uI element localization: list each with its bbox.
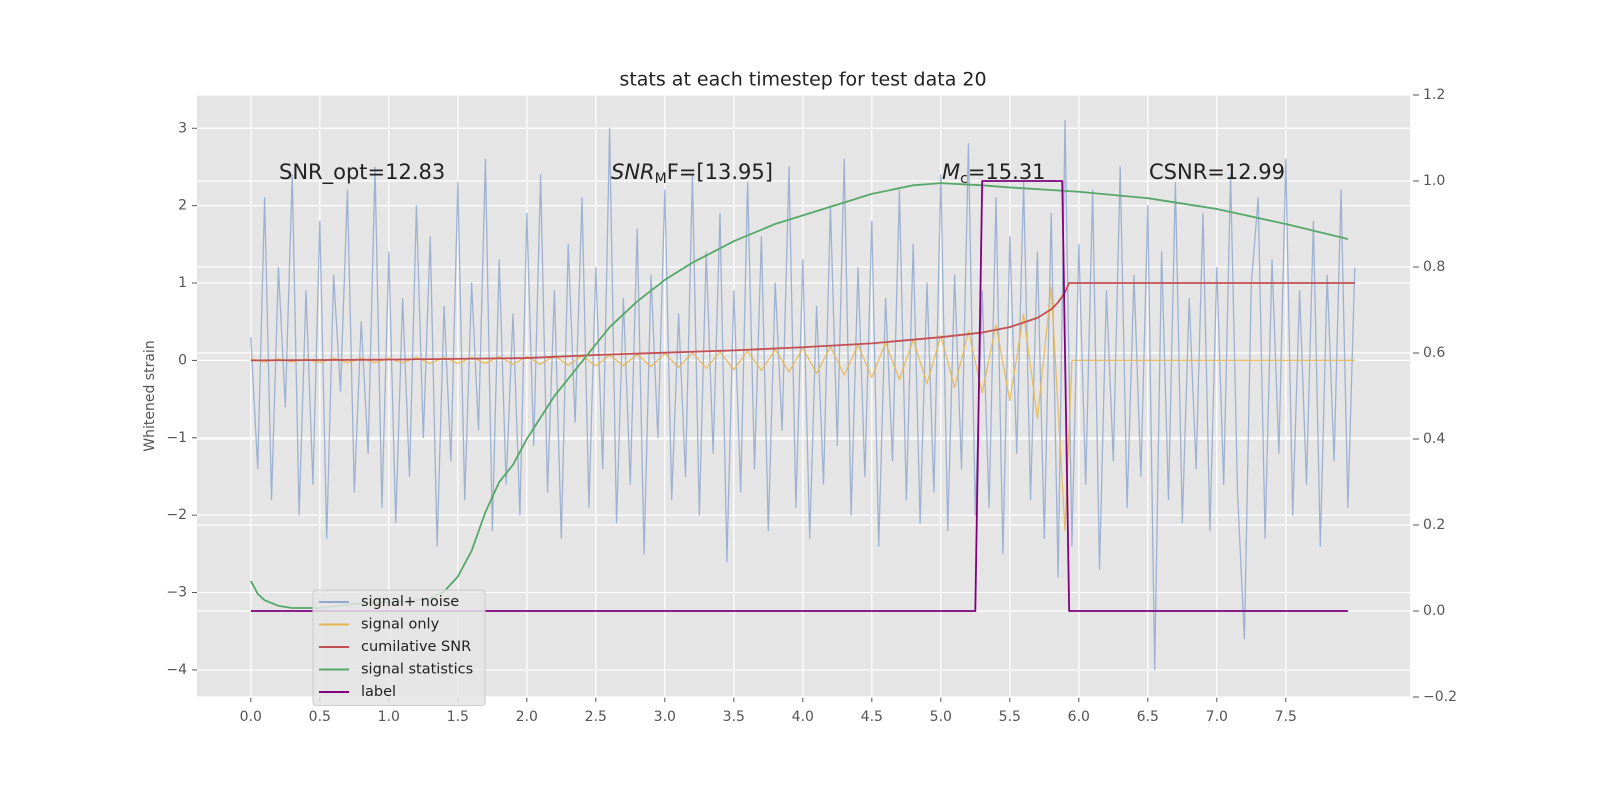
- x-tick-label: 7.0: [1206, 709, 1228, 725]
- legend-label: signal+ noise: [361, 594, 459, 610]
- chart-title: stats at each timestep for test data 20: [619, 69, 986, 91]
- y2-tick-label: −0.2: [1423, 689, 1457, 705]
- annotation: SNR_opt=12.83: [279, 160, 445, 185]
- legend-label: signal statistics: [361, 662, 473, 678]
- y-tick-label: −1: [166, 430, 187, 446]
- x-tick-label: 0.0: [240, 709, 262, 725]
- x-tick-label: 4.0: [792, 709, 814, 725]
- x-tick-label: 5.0: [930, 709, 952, 725]
- annotation: CSNR=12.99: [1149, 160, 1285, 184]
- x-tick-label: 4.5: [861, 709, 883, 725]
- y2-tick-label: 0.8: [1423, 259, 1445, 275]
- annotation: Mc=15.31: [942, 160, 1046, 187]
- annotation-part: SNR: [611, 160, 655, 184]
- y-tick-label: 2: [178, 198, 187, 214]
- y2-tick-label: 0.6: [1423, 345, 1445, 361]
- y-tick-label: −4: [166, 662, 187, 678]
- y-tick-label: 1: [178, 275, 187, 291]
- y-tick-label: 3: [178, 120, 187, 136]
- x-tick-label: 1.5: [447, 709, 469, 725]
- annotation-part: M: [655, 171, 667, 187]
- x-tick-label: 2.0: [516, 709, 538, 725]
- series-line: [250, 119, 1356, 671]
- y2-tick-label: 1.2: [1423, 87, 1445, 103]
- annotation-part: CSNR=12.99: [1149, 160, 1285, 184]
- y-tick-label: 0: [178, 352, 187, 368]
- series-line: [250, 282, 1355, 362]
- x-tick-label: 0.5: [309, 709, 331, 725]
- legend-label: label: [361, 684, 396, 700]
- x-tick-label: 6.5: [1137, 709, 1159, 725]
- y-tick-label: −3: [166, 585, 187, 601]
- series-line: [250, 180, 1348, 612]
- legend-box: [312, 589, 486, 706]
- x-tick-label: 1.0: [378, 709, 400, 725]
- x-tick-label: 5.5: [999, 709, 1021, 725]
- legend-label: signal only: [361, 617, 440, 633]
- annotation-part: SNR_opt=12.83: [279, 160, 445, 185]
- y-axis-label: Whitened strain: [142, 340, 158, 451]
- annotation-part: =15.31: [968, 160, 1046, 184]
- annotation-part: c: [960, 171, 968, 187]
- y2-tick-label: 0.2: [1423, 517, 1445, 533]
- y2-tick-label: 1.0: [1423, 173, 1445, 189]
- legend-label: cumilative SNR: [361, 639, 471, 655]
- x-tick-label: 3.5: [723, 709, 745, 725]
- x-tick-label: 7.5: [1275, 709, 1297, 725]
- x-tick-label: 2.5: [585, 709, 607, 725]
- y2-tick-label: 0.0: [1423, 603, 1445, 619]
- x-tick-label: 3.0: [654, 709, 676, 725]
- x-tick-label: 6.0: [1068, 709, 1090, 725]
- y2-tick-label: 0.4: [1423, 431, 1445, 447]
- annotation-part: M: [942, 160, 960, 184]
- annotation: SNRMF=[13.95]: [611, 160, 773, 187]
- annotation-part: F=[13.95]: [667, 160, 773, 184]
- y-tick-label: −2: [166, 507, 187, 523]
